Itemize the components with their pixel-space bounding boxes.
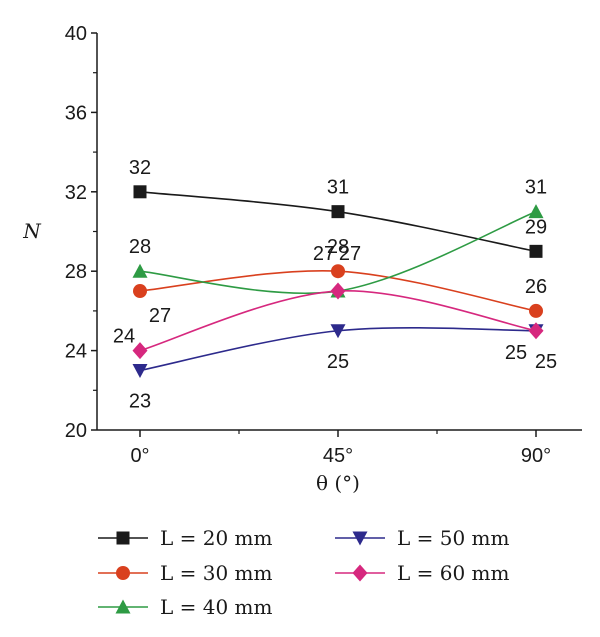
- x-tick-label: 90°: [521, 445, 551, 467]
- y-tick-label: 40: [65, 23, 87, 45]
- data-point: [529, 303, 543, 318]
- legend-entry-label: L = 30 mm: [160, 561, 273, 585]
- legend-entry-label: L = 50 mm: [397, 526, 510, 550]
- data-label: 27: [339, 243, 361, 265]
- data-label: 25: [535, 351, 557, 373]
- series-markers: [132, 185, 544, 378]
- y-tick-label: 32: [65, 182, 87, 204]
- data-point: [330, 282, 346, 300]
- data-point: [331, 264, 345, 279]
- legend-marker: [352, 564, 368, 582]
- data-point: [529, 244, 543, 258]
- axes: 20 24 28 32 36 40 0° 45° 90° Nθ (°): [22, 23, 582, 495]
- data-point: [132, 363, 148, 378]
- legend-entry-label: L = 20 mm: [160, 526, 273, 550]
- data-point: [528, 322, 544, 340]
- y-axis-title: N: [22, 219, 42, 243]
- data-point: [331, 205, 345, 219]
- data-label: 32: [129, 157, 151, 179]
- x-tick-label: 0°: [130, 445, 149, 467]
- data-label: 28: [129, 236, 151, 258]
- x-axis-title: θ (°): [316, 471, 360, 495]
- data-point: [132, 263, 148, 278]
- data-label: 27: [313, 243, 335, 265]
- y-tick-label: 24: [65, 341, 87, 363]
- data-point: [330, 324, 346, 339]
- data-label: 26: [525, 276, 547, 298]
- y-tick-label: 36: [65, 102, 87, 124]
- data-label: 31: [525, 177, 547, 199]
- data-label: 31: [327, 177, 349, 199]
- x-tick-label: 45°: [323, 445, 353, 467]
- legend-entry-label: L = 40 mm: [160, 595, 273, 619]
- legend-marker: [352, 531, 368, 546]
- legend: L = 20 mm L = 30 mm L = 40 mm L = 50 mm L = …: [98, 526, 510, 619]
- data-point: [132, 342, 148, 360]
- data-label: 25: [505, 342, 527, 364]
- y-tick-label: 20: [65, 420, 87, 442]
- data-label: 23: [129, 390, 151, 412]
- legend-marker: [115, 599, 131, 614]
- data-label: 25: [327, 351, 349, 373]
- legend-entry-label: L = 60 mm: [397, 561, 510, 585]
- data-point: [528, 204, 544, 219]
- series-line-5: [139, 290, 537, 352]
- data-label: 29: [525, 216, 547, 238]
- legend-marker: [116, 566, 130, 580]
- y-tick-label: 28: [65, 261, 87, 283]
- data-label: 27: [149, 305, 171, 327]
- data-point: [133, 284, 147, 299]
- data-label: 24: [113, 326, 135, 348]
- data-point: [133, 185, 147, 199]
- legend-marker: [116, 531, 130, 545]
- data-label: 28: [327, 236, 349, 258]
- series-curves: [139, 191, 537, 372]
